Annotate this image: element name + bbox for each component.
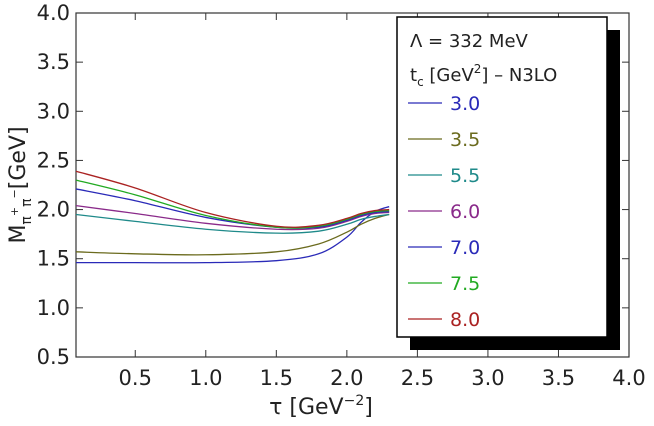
y-tick-label: 0.5: [37, 345, 70, 369]
x-tick-label: 3.0: [471, 366, 504, 390]
plot-frame: [75, 12, 630, 358]
legend-label-7.5: 7.5: [450, 273, 480, 295]
series-lines: [75, 170, 390, 264]
y-tick-label: 3.0: [37, 99, 70, 123]
x-tick-label: 2.0: [330, 366, 363, 390]
x-tick-label: 4.0: [612, 366, 645, 390]
legend-label-5.5: 5.5: [450, 165, 480, 187]
x-tick-label: 3.5: [542, 366, 575, 390]
x-tick-label: 1.5: [260, 366, 293, 390]
series-line-8.0: [75, 170, 390, 228]
legend-label-8.0: 8.0: [450, 309, 480, 331]
legend: Λ = 332 MeV tc [GeV2] – N3LO 3.0 3.5 5.5 6.…: [396, 16, 620, 350]
legend-label-6.0: 6.0: [450, 201, 480, 223]
legend-entries: 3.0 3.5 5.5 6.0 7.0 7.5 8.0: [408, 93, 480, 331]
series-line-6.0: [75, 204, 390, 231]
y-tick-label: 2.5: [37, 148, 70, 172]
y-tick-label: 1.0: [37, 296, 70, 320]
y-tick-label: 3.5: [37, 50, 70, 74]
y-tick-label: 1.5: [37, 247, 70, 271]
series-line-5.5: [75, 213, 390, 234]
y-axis-title: Mπ+π−[GeV]: [6, 126, 35, 243]
x-tick-label: 0.5: [119, 366, 152, 390]
x-tick-label: 1.0: [189, 366, 222, 390]
legend-header-tc: tc [GeV2] – N3LO: [410, 62, 557, 89]
legend-header-lambda: Λ = 332 MeV: [410, 31, 529, 52]
legend-box: [396, 16, 608, 338]
y-tick-label: 4.0: [37, 1, 70, 25]
series-line-7.5: [75, 179, 390, 229]
legend-label-3.5: 3.5: [450, 129, 480, 151]
axis-ticks: 0.5 1.0 1.5 2.0 2.5 3.0 3.5 4.0 0.5 1.0 1.5 2.0 2.5 3…: [37, 1, 646, 390]
x-tick-label: 2.5: [401, 366, 434, 390]
series-line-3.5: [75, 213, 390, 256]
y-tick-label: 2.0: [37, 198, 70, 222]
legend-label-3.0: 3.0: [450, 93, 480, 115]
x-axis-title: τ [GeV−2]: [269, 393, 373, 420]
series-line-7.0: [75, 188, 390, 229]
legend-label-7.0: 7.0: [450, 237, 480, 259]
